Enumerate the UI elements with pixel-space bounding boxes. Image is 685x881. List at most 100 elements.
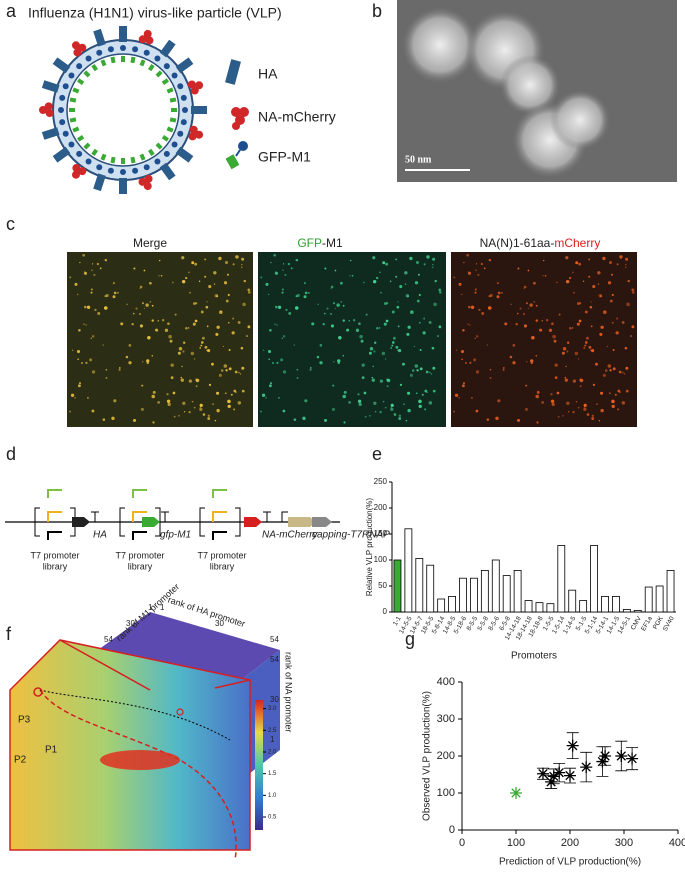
- m1-dot: [154, 158, 161, 165]
- particle: [74, 397, 76, 399]
- particle: [536, 421, 539, 424]
- particle: [438, 325, 442, 329]
- particle: [621, 401, 626, 405]
- bracket: [199, 507, 241, 537]
- y-tick-label: 150: [374, 529, 388, 538]
- particle: [85, 361, 88, 364]
- particle: [391, 344, 394, 347]
- particle: [526, 361, 528, 363]
- particle: [541, 400, 545, 404]
- particle: [218, 373, 222, 377]
- particle: [169, 339, 173, 343]
- m1-dot: [58, 107, 64, 113]
- particle: [558, 313, 561, 316]
- particle: [342, 355, 345, 357]
- particle: [573, 291, 575, 294]
- particle: [171, 281, 174, 284]
- promoter-label: library: [128, 561, 153, 571]
- particle: [233, 408, 236, 411]
- particle: [607, 364, 612, 368]
- particle: [489, 259, 492, 262]
- gfp: [121, 56, 125, 62]
- particle: [227, 404, 231, 409]
- particle: [357, 393, 360, 396]
- particle: [131, 322, 134, 326]
- x-axis-label: Promoters: [511, 651, 557, 662]
- particle: [91, 370, 96, 374]
- x-axis-label: Prediction of VLP production(%): [499, 857, 641, 868]
- particle: [625, 366, 629, 370]
- particle: [586, 413, 590, 416]
- particle: [195, 302, 198, 305]
- particle: [227, 321, 230, 324]
- m1-dot: [120, 169, 126, 175]
- particle: [590, 301, 592, 303]
- ha-spike: [159, 162, 176, 181]
- gfp: [155, 142, 163, 150]
- particle: [228, 367, 232, 371]
- bar: [579, 600, 588, 613]
- particle: [411, 369, 415, 372]
- particle: [561, 351, 565, 355]
- m1-dot: [96, 164, 103, 171]
- particle: [200, 310, 204, 314]
- particle: [91, 409, 95, 413]
- particle: [99, 267, 102, 270]
- particle: [202, 413, 206, 416]
- particle: [238, 371, 240, 374]
- x-tick-label: 0: [459, 837, 465, 849]
- particle: [349, 275, 351, 277]
- particle: [233, 389, 237, 393]
- particle: [269, 329, 272, 332]
- particle: [337, 359, 341, 363]
- gfp: [130, 156, 136, 164]
- particle: [166, 393, 169, 396]
- particle: [398, 414, 402, 417]
- promoter: [132, 489, 147, 498]
- tick-label: 54: [270, 655, 279, 664]
- promoter-label: library: [210, 561, 235, 571]
- particle: [396, 305, 400, 309]
- particle: [69, 276, 72, 279]
- particle: [193, 406, 196, 409]
- ha-spike: [52, 146, 71, 163]
- particle: [78, 382, 82, 385]
- particle: [475, 370, 480, 374]
- particle: [469, 324, 471, 326]
- particle: [76, 349, 81, 354]
- particle: [363, 391, 367, 395]
- particle: [195, 385, 198, 388]
- particle: [303, 282, 306, 285]
- particle: [184, 276, 188, 280]
- particle: [84, 271, 86, 273]
- particle: [348, 400, 352, 404]
- particle: [597, 283, 600, 285]
- gfp: [169, 117, 177, 123]
- particle: [340, 281, 343, 285]
- image-title: NA(N)1-61aa-mCherry: [480, 236, 601, 250]
- gfp: [148, 148, 155, 157]
- colorbar-tick-label: 2.0: [268, 750, 277, 756]
- particle: [432, 366, 436, 370]
- particle: [182, 350, 185, 353]
- particle: [86, 305, 91, 309]
- particle: [195, 378, 198, 382]
- particle: [614, 393, 617, 396]
- particle: [525, 302, 529, 305]
- particle: [405, 294, 409, 298]
- title-part: Merge: [133, 236, 167, 250]
- panel-label: g: [405, 629, 415, 649]
- particle: [261, 393, 266, 397]
- bar: [448, 596, 456, 613]
- m1-dot: [171, 141, 178, 148]
- m1-dot: [76, 150, 83, 157]
- particle: [391, 310, 395, 314]
- particle: [611, 293, 614, 297]
- particle: [600, 408, 604, 413]
- particle: [180, 376, 183, 379]
- particle: [207, 414, 211, 417]
- particle: [332, 302, 336, 305]
- particle: [296, 376, 299, 379]
- gene-label: gfp-M1: [160, 530, 191, 541]
- particle: [456, 349, 458, 351]
